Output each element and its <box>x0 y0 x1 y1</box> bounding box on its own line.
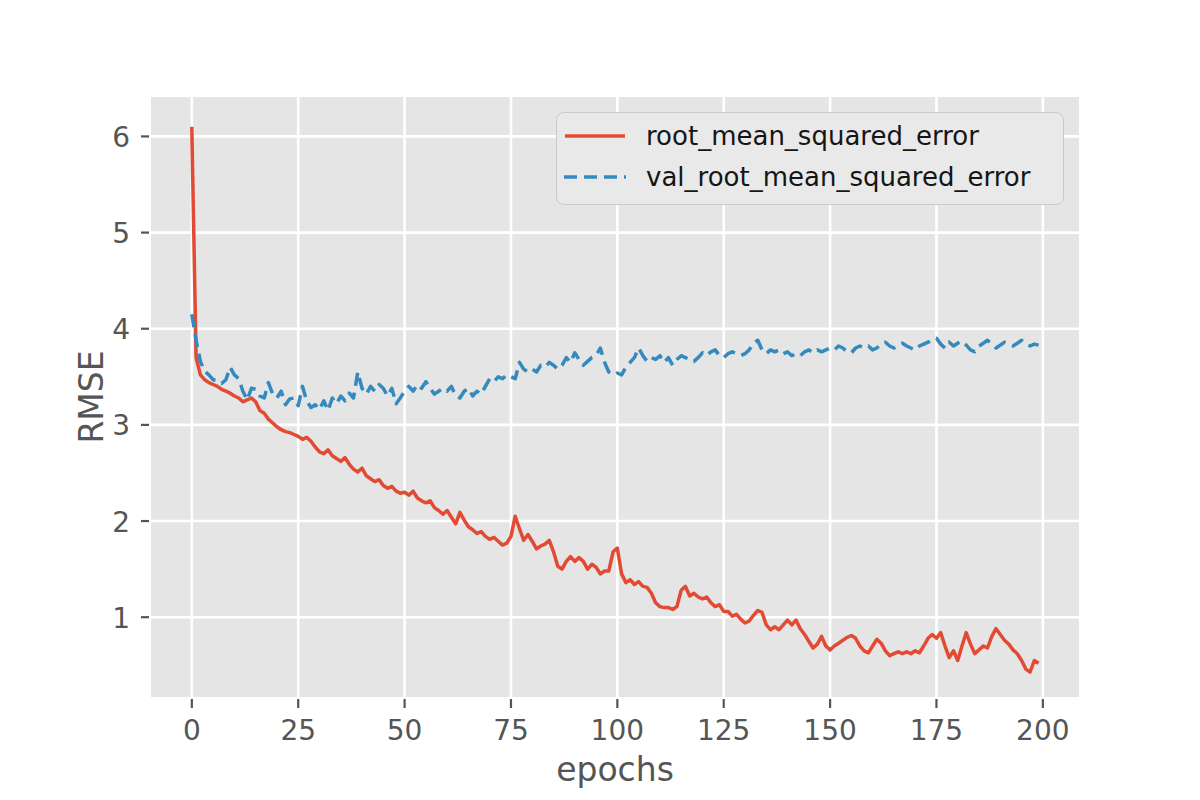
tick-label-x-150: 150 <box>803 714 856 747</box>
legend-swatch-solid-line <box>564 132 626 140</box>
legend-swatch-dashed-line <box>564 173 626 181</box>
tick-label-x-50: 50 <box>387 714 423 747</box>
legend-label-train: root_mean_squared_error <box>646 123 979 149</box>
y-axis-label: RMSE <box>72 350 111 443</box>
tick-label-x-200: 200 <box>1016 714 1069 747</box>
tick-label-y-6: 6 <box>112 121 130 154</box>
tick-label-x-175: 175 <box>910 714 963 747</box>
tick-label-y-1: 1 <box>112 602 130 635</box>
tick-label-x-125: 125 <box>697 714 750 747</box>
legend-item-train: root_mean_squared_error <box>557 115 1063 156</box>
tick-label-x-0: 0 <box>183 714 201 747</box>
x-tick-labels: 0 25 50 75 100 125 150 175 200 <box>183 714 1070 747</box>
tick-label-y-5: 5 <box>112 217 130 250</box>
tick-label-y-3: 3 <box>112 409 130 442</box>
tick-label-y-4: 4 <box>112 313 130 346</box>
y-ticks <box>141 136 149 617</box>
tick-label-x-25: 25 <box>280 714 316 747</box>
x-axis-label: epochs <box>556 750 674 789</box>
tick-label-x-100: 100 <box>591 714 644 747</box>
tick-label-x-75: 75 <box>493 714 529 747</box>
legend-item-val: val_root_mean_squared_error <box>557 156 1063 197</box>
y-tick-labels: 1 2 3 4 5 6 <box>112 121 130 635</box>
legend: root_mean_squared_error val_root_mean_sq… <box>556 112 1064 205</box>
legend-label-val: val_root_mean_squared_error <box>646 164 1030 190</box>
x-ticks <box>192 699 1043 708</box>
tick-label-y-2: 2 <box>112 506 130 539</box>
figure: 0 25 50 75 100 125 150 175 200 1 2 3 4 5 6 epochs RMS… <box>0 0 1200 800</box>
